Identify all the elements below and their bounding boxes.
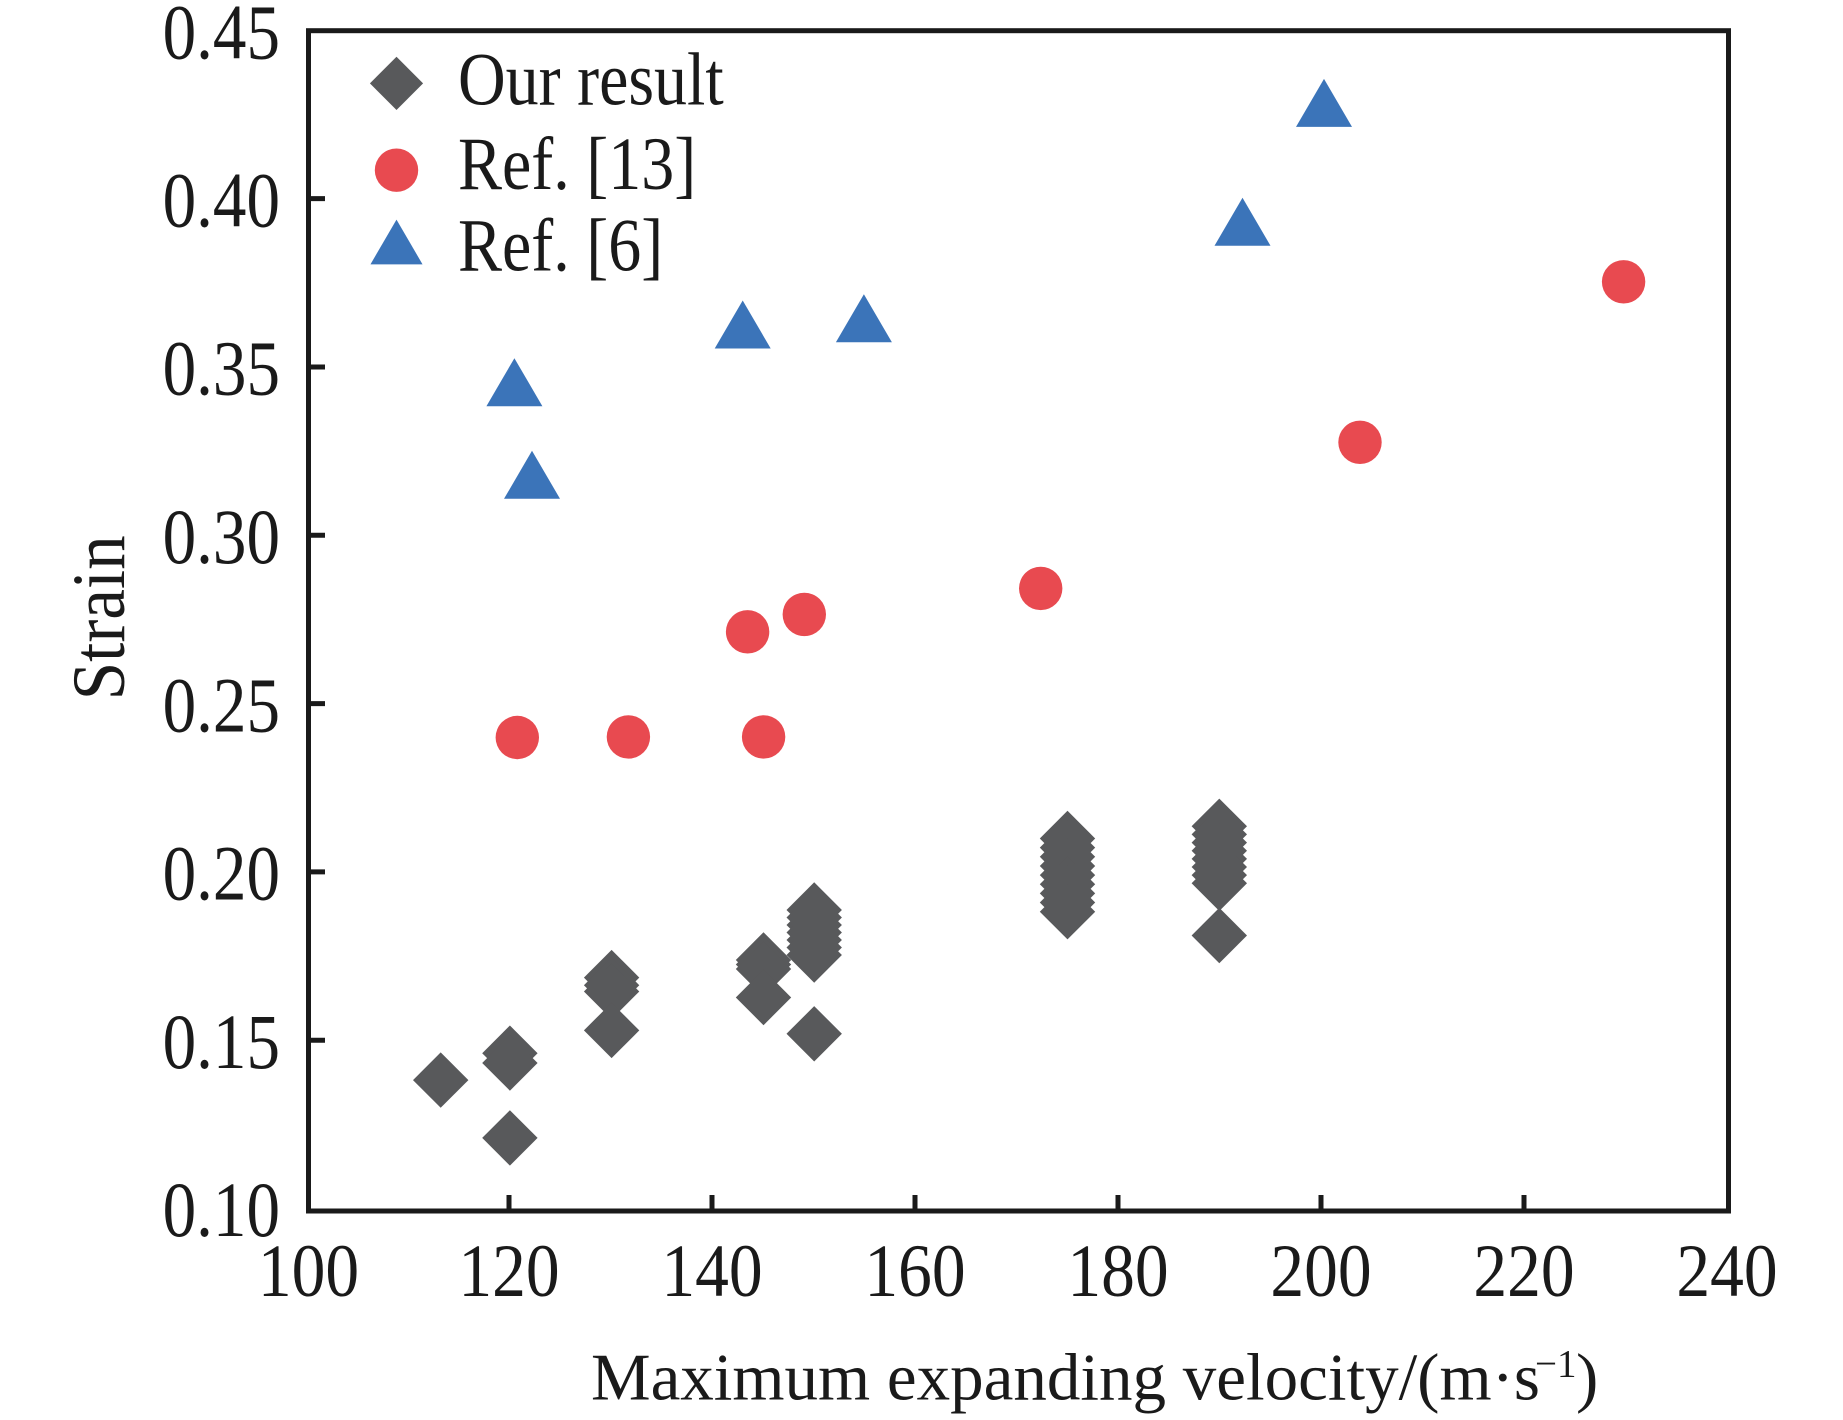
svg-text:0.30: 0.30 <box>163 493 280 580</box>
svg-text:0.45: 0.45 <box>163 0 280 76</box>
svg-text:Strain: Strain <box>57 535 140 700</box>
svg-text:100: 100 <box>258 1230 359 1313</box>
svg-text:): ) <box>1576 1341 1598 1415</box>
svg-text:0.10: 0.10 <box>163 1167 280 1254</box>
svg-text:Ref. [6]: Ref. [6] <box>458 205 663 288</box>
svg-text:240: 240 <box>1676 1230 1777 1313</box>
svg-text:Our result: Our result <box>458 39 724 122</box>
svg-text:−1: −1 <box>1535 1343 1577 1386</box>
svg-text:0.15: 0.15 <box>163 998 280 1085</box>
svg-text:140: 140 <box>661 1230 762 1313</box>
svg-text:Maximum expanding velocity/(m·: Maximum expanding velocity/(m·s <box>591 1341 1540 1415</box>
svg-text:200: 200 <box>1270 1230 1371 1313</box>
svg-text:120: 120 <box>458 1230 559 1313</box>
svg-text:0.25: 0.25 <box>163 662 280 749</box>
svg-text:220: 220 <box>1473 1230 1574 1313</box>
svg-text:160: 160 <box>864 1230 965 1313</box>
svg-text:Ref. [13]: Ref. [13] <box>458 123 696 206</box>
svg-text:0.35: 0.35 <box>163 325 280 412</box>
svg-text:0.20: 0.20 <box>163 830 280 917</box>
svg-text:0.40: 0.40 <box>163 157 280 244</box>
svg-text:180: 180 <box>1067 1230 1168 1313</box>
